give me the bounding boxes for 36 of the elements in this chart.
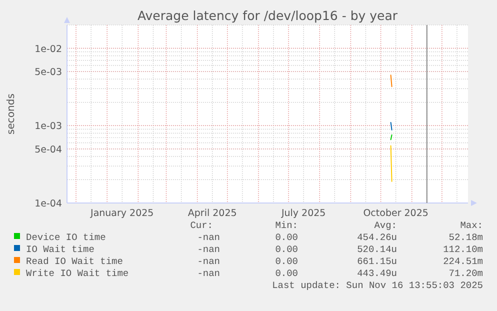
y-tick-label: 1e-02 bbox=[34, 44, 62, 55]
x-tick-label: July 2025 bbox=[280, 208, 326, 219]
x-tick-label: January 2025 bbox=[90, 208, 154, 219]
legend-label: Write IO Wait time bbox=[26, 268, 129, 279]
y-tick-label: 1e-03 bbox=[34, 121, 62, 132]
text: 454.26u bbox=[357, 232, 397, 243]
text: 520.14u bbox=[357, 244, 397, 255]
text: 0.00 bbox=[275, 268, 298, 279]
text: 0.00 bbox=[275, 232, 298, 243]
legend-label: IO Wait time bbox=[26, 244, 95, 255]
text: -nan bbox=[197, 232, 220, 243]
text: 224.51m bbox=[443, 256, 484, 267]
text: 0.00 bbox=[275, 256, 298, 267]
text: Max: bbox=[460, 220, 483, 231]
x-tick-label: April 2025 bbox=[188, 208, 237, 219]
text: -nan bbox=[197, 244, 220, 255]
text: Min: bbox=[275, 220, 298, 231]
text: 0.00 bbox=[275, 244, 298, 255]
text: 71.20m bbox=[448, 268, 484, 279]
text: Cur: bbox=[190, 220, 213, 231]
y-tick-label: 5e-03 bbox=[34, 67, 62, 78]
y-tick-label: 5e-04 bbox=[34, 144, 62, 156]
legend-label: Read IO Wait time bbox=[26, 256, 124, 267]
text: -nan bbox=[197, 268, 220, 279]
legend-label: Device IO time bbox=[26, 232, 106, 243]
y-axis-title: seconds bbox=[6, 94, 17, 134]
x-tick-label: October 2025 bbox=[363, 208, 428, 219]
text: Avg: bbox=[374, 220, 397, 231]
y-tick-label: 1e-04 bbox=[34, 198, 62, 210]
text: Last update: Sun Nov 16 13:55:03 2025 bbox=[272, 280, 484, 291]
text: 112.10m bbox=[443, 244, 484, 255]
text: -nan bbox=[197, 256, 220, 267]
text: 52.18m bbox=[448, 232, 484, 243]
chart-title: Average latency for /dev/loop16 - by year bbox=[137, 8, 398, 23]
text: 661.15u bbox=[357, 256, 397, 267]
text: 443.49u bbox=[357, 268, 397, 279]
